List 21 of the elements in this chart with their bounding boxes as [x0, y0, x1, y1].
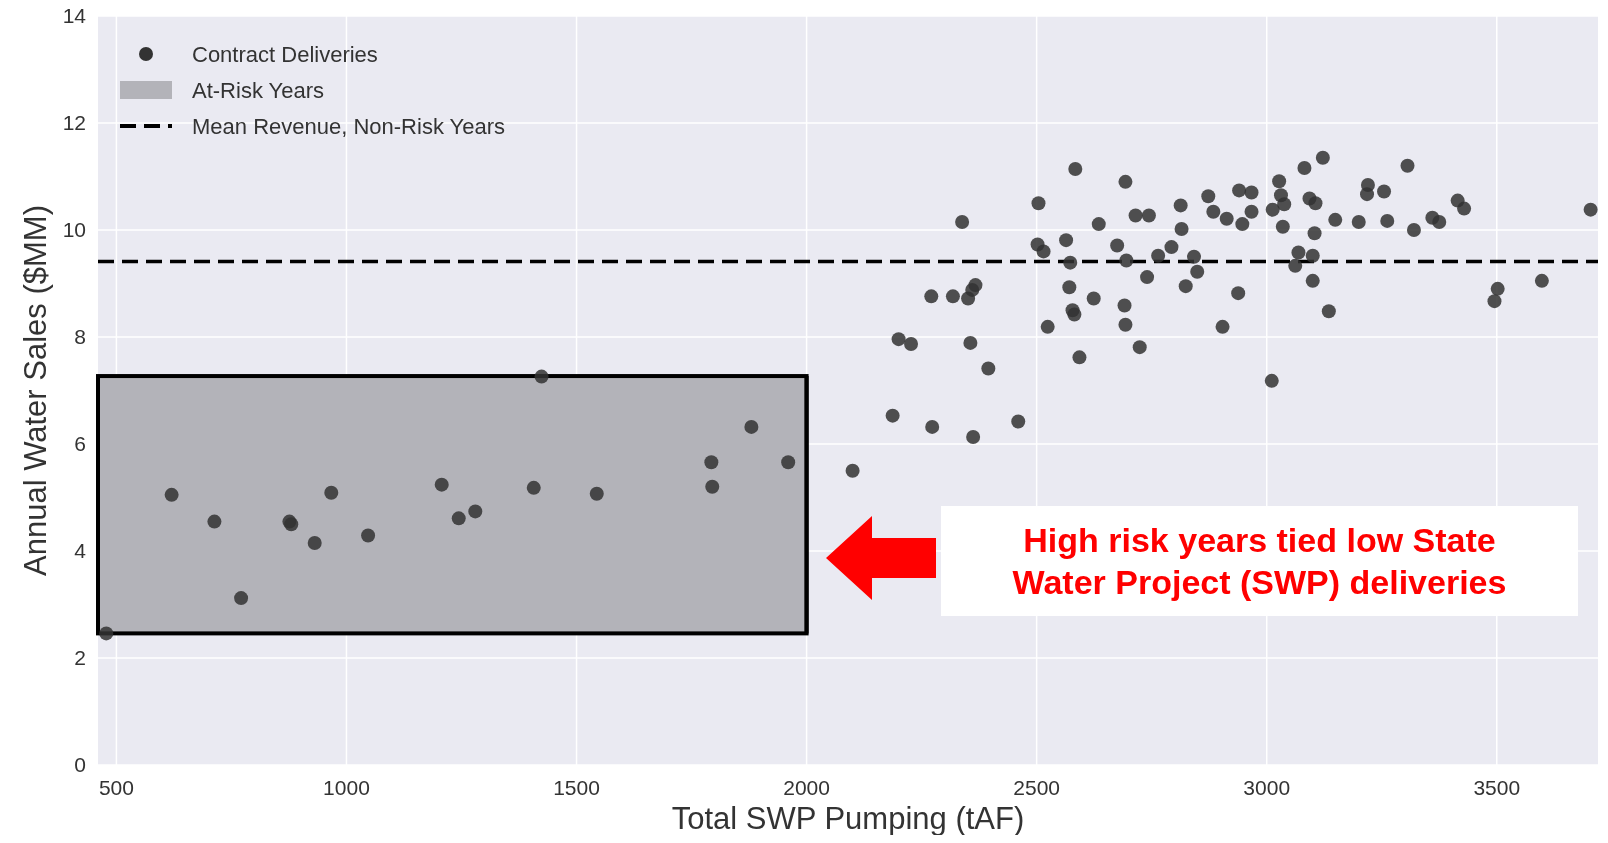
- x-tick-label: 2500: [1013, 776, 1061, 799]
- x-axis-title: Total SWP Pumping (tAF): [671, 801, 1025, 836]
- y-axis-title: Annual Water Sales ($MM): [18, 205, 53, 576]
- y-tick-label: 8: [74, 325, 86, 348]
- y-tick-label: 2: [74, 646, 86, 669]
- legend-label: At-Risk Years: [192, 78, 325, 103]
- y-tick-label: 4: [74, 539, 87, 562]
- y-tick-label: 14: [62, 4, 87, 27]
- x-tick-label: 1000: [323, 776, 370, 799]
- x-tick-label: 3000: [1243, 776, 1291, 799]
- annotation: High risk years tied low State Water Project (SWP) deliveries: [1012, 521, 1507, 601]
- y-tick-label: 10: [62, 218, 86, 241]
- y-tick-label: 6: [74, 432, 86, 455]
- legend-label: Mean Revenue, Non-Risk Years: [192, 114, 506, 139]
- x-tick-label: 500: [98, 776, 134, 799]
- y-tick-label: 12: [62, 111, 86, 134]
- y-tick-label: 0: [74, 753, 86, 776]
- x-tick-label: 3500: [1473, 776, 1521, 799]
- x-tick-label: 1500: [553, 776, 600, 799]
- x-tick-label: 2000: [783, 776, 830, 799]
- legend-label: Contract Deliveries: [192, 42, 378, 67]
